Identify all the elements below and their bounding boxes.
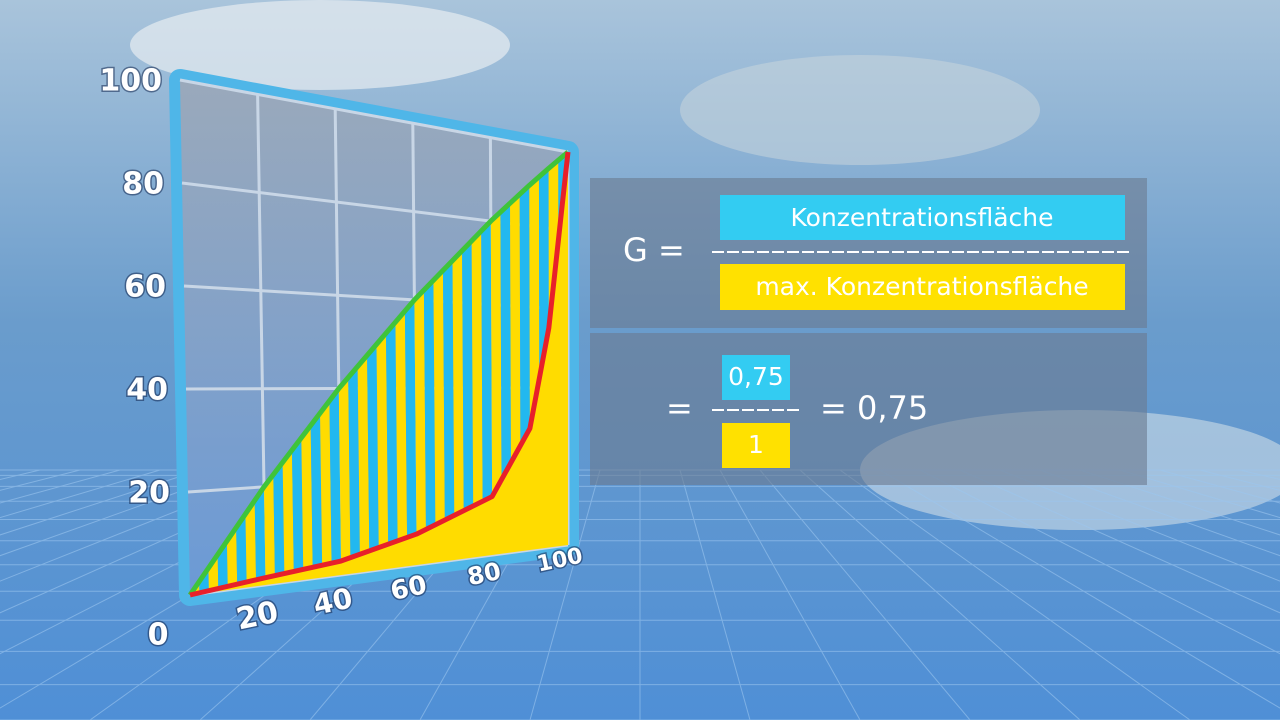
concentration-stripe [433, 269, 445, 525]
floor-line [799, 469, 1081, 720]
floor-line [759, 469, 971, 720]
floor-line [959, 469, 1280, 614]
concentration-stripe [519, 185, 530, 446]
concentration-stripe [490, 211, 502, 497]
concentration-stripe [452, 249, 464, 515]
formula-panel [590, 333, 1147, 485]
concentration-stripe [291, 436, 304, 572]
land-shape [680, 55, 1040, 165]
concentration-stripe [385, 321, 398, 544]
concentration-stripe [208, 553, 219, 591]
floor-line [719, 469, 861, 720]
concentration-stripe [357, 354, 370, 555]
concentration-stripe [442, 259, 455, 520]
concentration-stripe [510, 194, 521, 463]
concentration-stripe [245, 499, 257, 582]
concentration-stripe [500, 202, 511, 480]
denominator-box [720, 264, 1125, 310]
concentration-stripe [367, 343, 379, 551]
concentration-stripe [348, 365, 360, 558]
x-tick-label: 40 [310, 581, 355, 621]
concentration-stripe [423, 279, 436, 530]
numerator: Konzentrationsfläche [791, 203, 1054, 232]
floor-line [999, 469, 1280, 582]
formula-lhs: G = [623, 231, 685, 269]
grid-line [179, 78, 569, 154]
floor-line [0, 469, 281, 582]
concentration-stripe [538, 168, 549, 378]
numerator-box [722, 355, 790, 400]
concentration-stripe [282, 448, 294, 574]
y-tick-label: 40 [126, 373, 168, 408]
floor-line [879, 469, 1280, 709]
floor-line [919, 469, 1280, 655]
concentration-stripe [236, 512, 247, 585]
concentration-stripe [310, 412, 323, 568]
denominator: max. Konzentrationsfläche [755, 272, 1088, 301]
result: = 0,75 [820, 389, 928, 427]
floor-line [0, 469, 201, 536]
concentration-stripe [529, 176, 540, 429]
y-tick-label: 100 [99, 64, 162, 99]
numerator-value: 0,75 [728, 362, 784, 391]
concentration-stripe [481, 221, 493, 502]
concentration-stripe [273, 461, 285, 576]
floor-line [529, 469, 601, 720]
concentration-stripe [471, 230, 483, 506]
concentration-stripe [338, 376, 351, 562]
concentration-stripe [376, 332, 389, 548]
floor-line [839, 469, 1191, 720]
concentration-stripe [301, 424, 313, 570]
y-tick-label: 80 [122, 167, 164, 202]
floor-line [1119, 469, 1280, 519]
floor-line [0, 469, 161, 519]
floor-line [1039, 469, 1280, 557]
line [189, 151, 571, 598]
land-shape [130, 0, 510, 90]
concentration-stripe [462, 239, 474, 511]
numerator-box [720, 195, 1125, 240]
line [187, 150, 570, 597]
denominator-value: 1 [748, 430, 764, 459]
concentration-stripe [395, 310, 408, 541]
concentration-stripe [254, 486, 266, 580]
denominator-box [722, 423, 790, 468]
equals: = [666, 389, 693, 427]
concentration-stripe [320, 400, 332, 566]
floor-line [1079, 469, 1280, 536]
floor-line [679, 469, 751, 720]
y-tick-label: 0 [148, 618, 169, 653]
concentration-stripe [329, 388, 342, 564]
y-tick-label: 60 [124, 270, 166, 305]
concentration-stripe [414, 289, 426, 535]
concentration-stripe [404, 299, 417, 538]
concentration-stripe [264, 474, 275, 578]
y-tick-label: 20 [128, 476, 170, 511]
floor-line [0, 469, 241, 557]
